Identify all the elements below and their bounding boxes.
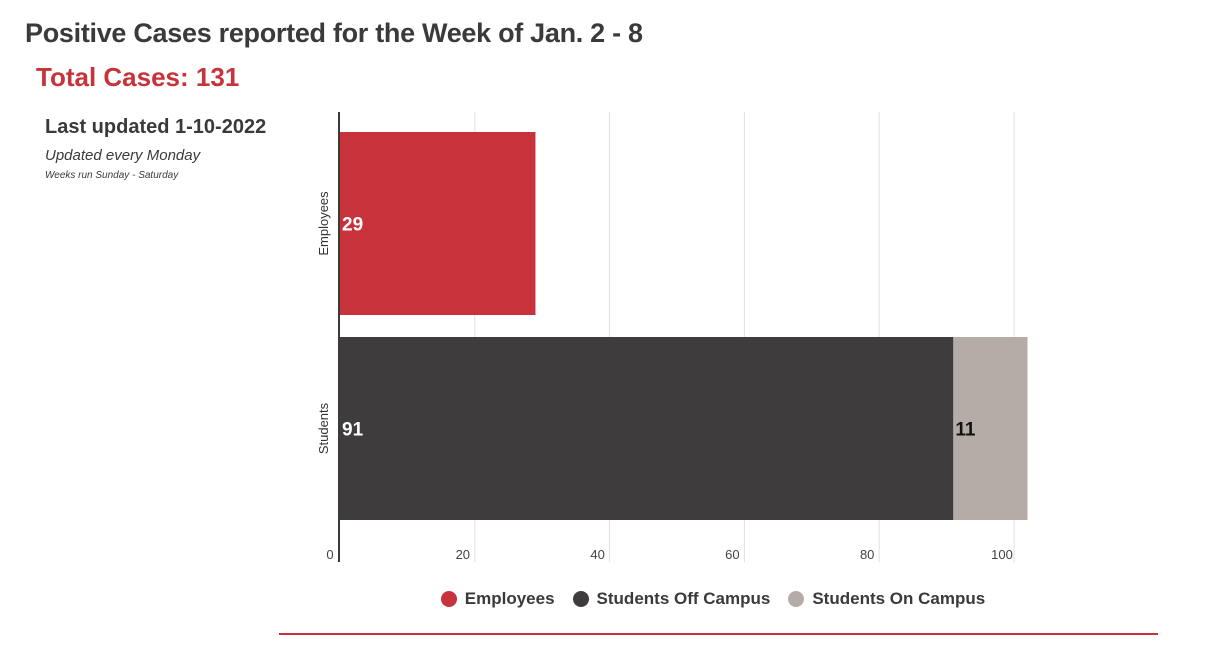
legend-item: Students On Campus [788, 589, 985, 609]
data-label: 91 [342, 420, 364, 441]
legend-label: Employees [464, 589, 555, 608]
week-note: Weeks run Sunday - Saturday [45, 170, 179, 181]
x-tick-label: 60 [725, 547, 739, 562]
x-tick-label: 20 [456, 547, 470, 562]
legend-swatch [440, 591, 457, 607]
bottom-divider [279, 633, 1158, 635]
bar-students-students-on-campus [953, 337, 1028, 520]
category-label: Employees [316, 191, 331, 256]
chart-title: Positive Cases reported for the Week of … [25, 18, 643, 48]
legend-swatch [788, 591, 805, 607]
category-label: Students [316, 402, 331, 454]
bar-employees-employees [340, 132, 536, 315]
last-updated: Last updated 1-10-2022 [45, 116, 267, 138]
update-frequency: Updated every Monday [45, 147, 201, 164]
x-tick-label: 100 [991, 547, 1013, 562]
data-label: 11 [955, 420, 976, 441]
data-label: 29 [342, 215, 363, 236]
legend-label: Students Off Campus [596, 589, 771, 608]
bar-chart: 0 20 40 60 80 100 Employees Students 29 91 11 [316, 112, 1028, 562]
x-tick-label: 0 [326, 547, 333, 562]
legend-item: Employees [440, 589, 555, 609]
legend-swatch [572, 591, 589, 607]
legend-item: Students Off Campus [572, 589, 771, 609]
x-tick-label: 80 [860, 547, 874, 562]
chart-legend: Employees Students Off Campus Students On … [0, 589, 1206, 609]
total-cases: Total Cases: 131 [36, 62, 240, 92]
legend-label: Students On Campus [812, 589, 986, 608]
bar-students-students-off-campus [340, 337, 954, 520]
x-tick-label: 40 [590, 547, 604, 562]
